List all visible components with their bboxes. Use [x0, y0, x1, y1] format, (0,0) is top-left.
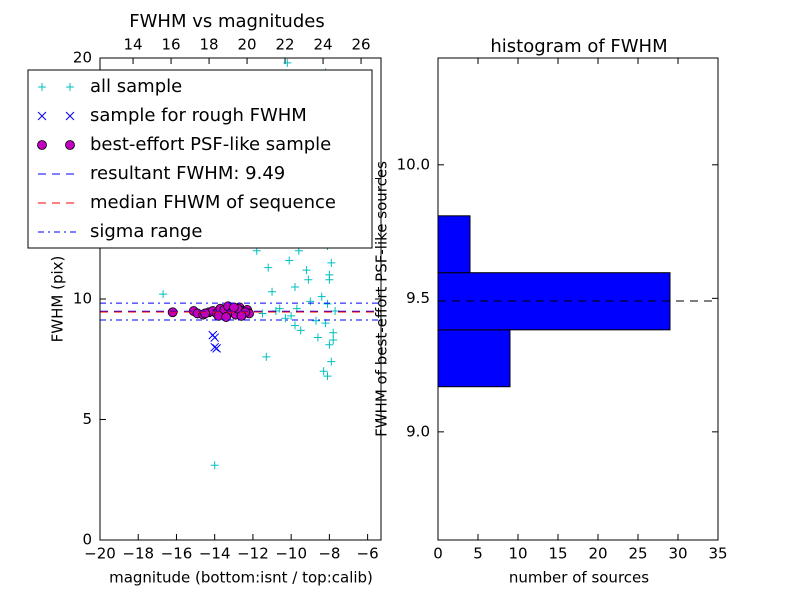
marker: [268, 287, 277, 296]
marker: [327, 357, 336, 366]
x-tick-label: −18: [122, 545, 154, 563]
marker: [329, 335, 338, 344]
x2-tick-label: 18: [200, 36, 219, 54]
legend-box: [27, 69, 373, 249]
marker: [221, 312, 232, 322]
histogram-bar: [437, 215, 471, 274]
histogram-bar: [437, 329, 511, 388]
marker: [304, 275, 313, 284]
x-tick-label: 35: [708, 545, 727, 563]
marker: [236, 310, 247, 321]
marker: [325, 270, 334, 279]
legend-label: all sample: [90, 76, 182, 97]
y-axis-label: FWHM of best-effort PSF-like sources: [373, 161, 391, 437]
marker: [285, 256, 294, 265]
x-tick-label: −10: [275, 545, 307, 563]
y-tick-label: 0: [82, 531, 92, 549]
marker: [212, 344, 221, 353]
x2-tick-label: 14: [124, 36, 143, 54]
legend-marker: [65, 111, 75, 121]
x2-tick-label: 26: [352, 36, 371, 54]
axes-frame: [437, 57, 719, 541]
x-tick-label: −16: [161, 545, 193, 563]
marker: [325, 340, 334, 349]
marker: [208, 330, 218, 340]
marker: [228, 302, 239, 313]
marker: [329, 328, 338, 337]
chart-title: FWHM vs magnitudes: [129, 11, 324, 32]
x-axis-label: magnitude (bottom:isnt / top:calib): [109, 569, 373, 587]
legend-marker: [37, 140, 47, 150]
marker: [319, 367, 328, 376]
x-tick-label: −20: [84, 545, 116, 563]
legend-label: best-effort PSF-like sample: [90, 134, 331, 155]
y-tick-label: 10.0: [397, 155, 430, 173]
legend-marker: [37, 111, 47, 121]
marker: [200, 308, 211, 319]
marker: [313, 333, 322, 342]
marker: [306, 297, 315, 306]
marker: [312, 316, 321, 325]
x-tick-label: 5: [473, 545, 483, 563]
legend-label: resultant FWHM: 9.49: [90, 163, 285, 184]
y-tick-label: 10: [73, 290, 92, 308]
legend-label: median FHWM of sequence: [90, 192, 336, 213]
x-tick-label: 15: [548, 545, 567, 563]
x2-tick-label: 20: [238, 36, 257, 54]
x-tick-label: 10: [508, 545, 527, 563]
x-tick-label: −14: [199, 545, 231, 563]
marker: [302, 266, 311, 275]
x-tick-label: −12: [237, 545, 269, 563]
x-tick-label: 20: [588, 545, 607, 563]
x2-tick-label: 22: [276, 36, 295, 54]
x-tick-label: −6: [357, 545, 379, 563]
y-tick-label: 9.5: [406, 289, 430, 307]
y-tick-label: 5: [82, 410, 92, 428]
marker: [210, 461, 219, 470]
marker: [262, 352, 271, 361]
legend-label: sigma range: [90, 221, 202, 242]
marker: [287, 311, 296, 320]
marker: [159, 290, 168, 299]
marker: [323, 299, 332, 308]
marker: [327, 258, 336, 267]
x-tick-label: −8: [318, 545, 340, 563]
marker: [281, 314, 290, 323]
x-axis-label: number of sources: [509, 569, 649, 587]
x-tick-label: 30: [668, 545, 687, 563]
y-axis-label: FWHM (pix): [49, 256, 67, 343]
chart-title: histogram of FWHM: [490, 36, 667, 57]
marker: [296, 326, 305, 335]
legend-marker: [38, 83, 46, 91]
y-tick-label: 9.0: [406, 422, 430, 440]
y-tick-label: 20: [73, 49, 92, 67]
marker: [290, 282, 299, 291]
marker: [290, 321, 299, 330]
marker: [331, 307, 340, 316]
x-tick-label: 0: [433, 545, 443, 563]
marker: [258, 309, 267, 318]
axes-frame: [99, 57, 382, 541]
plot-area: [100, 58, 381, 470]
x2-tick-label: 24: [314, 36, 333, 54]
marker: [275, 304, 284, 313]
marker: [264, 263, 273, 272]
x2-tick-label: 16: [162, 36, 181, 54]
legend-marker: [66, 83, 74, 91]
marker: [283, 58, 292, 67]
legend-marker: [65, 140, 75, 150]
x-tick-label: 25: [628, 545, 647, 563]
marker: [323, 372, 332, 381]
legend-label: sample for rough FWHM: [90, 105, 307, 126]
marker: [317, 292, 326, 301]
